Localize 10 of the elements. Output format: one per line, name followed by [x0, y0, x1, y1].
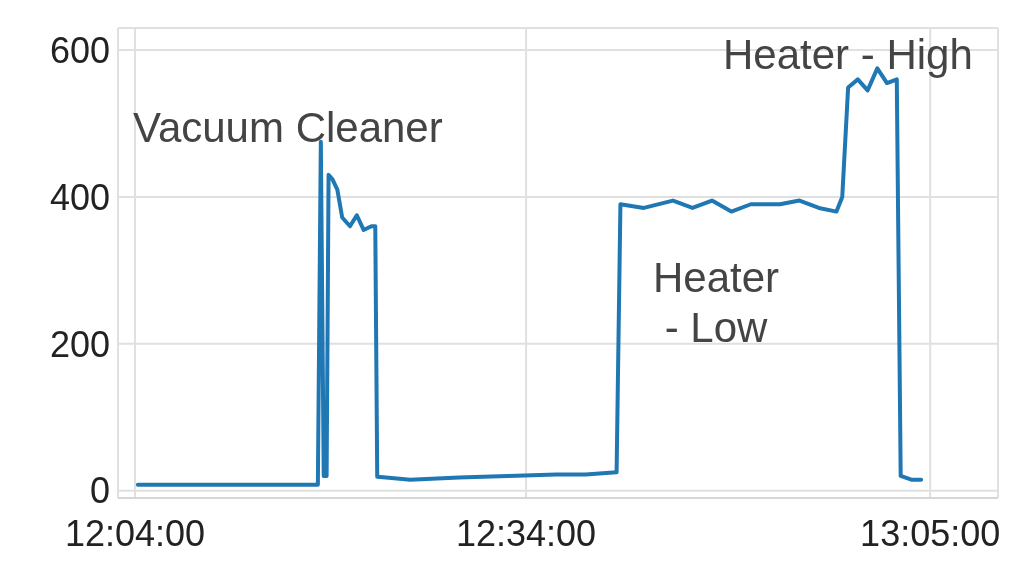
- annotation: Heater - Low: [653, 253, 780, 354]
- y-tick-label: 600: [49, 29, 110, 71]
- x-tick-label: 12:04:00: [64, 512, 206, 554]
- y-tick-label: 0: [89, 470, 110, 512]
- y-tick-label: 200: [49, 323, 110, 365]
- x-tick-label: 12:34:00: [456, 512, 597, 554]
- y-tick-label: 400: [49, 176, 110, 218]
- x-tick-label: 13:05:00: [860, 512, 1001, 554]
- annotation: Heater - High: [723, 30, 973, 80]
- annotation: Vacuum Cleaner: [133, 103, 443, 153]
